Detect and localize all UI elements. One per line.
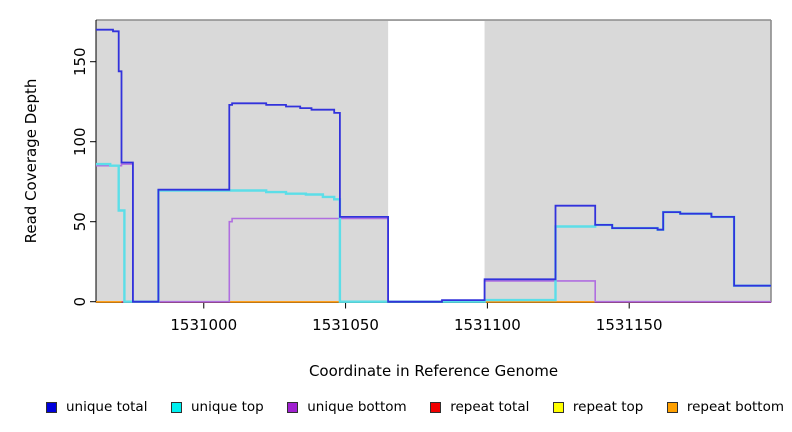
y-tick-label: 150: [71, 47, 89, 76]
legend-label: repeat top: [572, 399, 644, 415]
legend-swatch-icon: [666, 401, 678, 413]
legend-item-repeat-total: repeat total: [430, 399, 529, 415]
x-tick-label: 1531050: [312, 316, 379, 334]
legend-swatch-icon: [287, 401, 299, 413]
legend-label: unique bottom: [307, 399, 407, 415]
x-axis-title: Coordinate in Reference Genome: [308, 362, 559, 380]
y-tick-label: 0: [71, 297, 89, 307]
legend-item-repeat-top: repeat top: [552, 399, 644, 415]
x-tick-label: 1531150: [596, 316, 663, 334]
legend-item-unique-total: unique total: [46, 399, 147, 415]
y-tick-label: 100: [71, 127, 89, 156]
legend-item-unique-bottom: unique bottom: [287, 399, 407, 415]
y-axis-title: Read Coverage Depth: [22, 78, 40, 244]
series-unique-total: [96, 28, 771, 303]
legend-label: unique total: [66, 399, 148, 415]
x-tick-label: 1531100: [454, 316, 521, 334]
legend-swatch-icon: [552, 401, 564, 413]
legend: unique total unique top unique bottom repea…: [46, 396, 784, 418]
legend-label: repeat bottom: [686, 399, 784, 415]
legend-swatch-icon: [430, 401, 442, 413]
y-tick-label: 50: [71, 212, 89, 231]
legend-swatch-icon: [46, 401, 57, 413]
legend-label: unique top: [191, 399, 264, 415]
legend-item-unique-top: unique top: [171, 399, 264, 415]
gap-region: [388, 21, 485, 302]
legend-swatch-icon: [171, 401, 182, 413]
legend-item-repeat-bottom: repeat bottom: [666, 399, 784, 415]
legend-label: repeat total: [450, 399, 530, 415]
series-unique-bottom: [96, 163, 771, 303]
x-tick-label: 1531000: [170, 316, 237, 334]
